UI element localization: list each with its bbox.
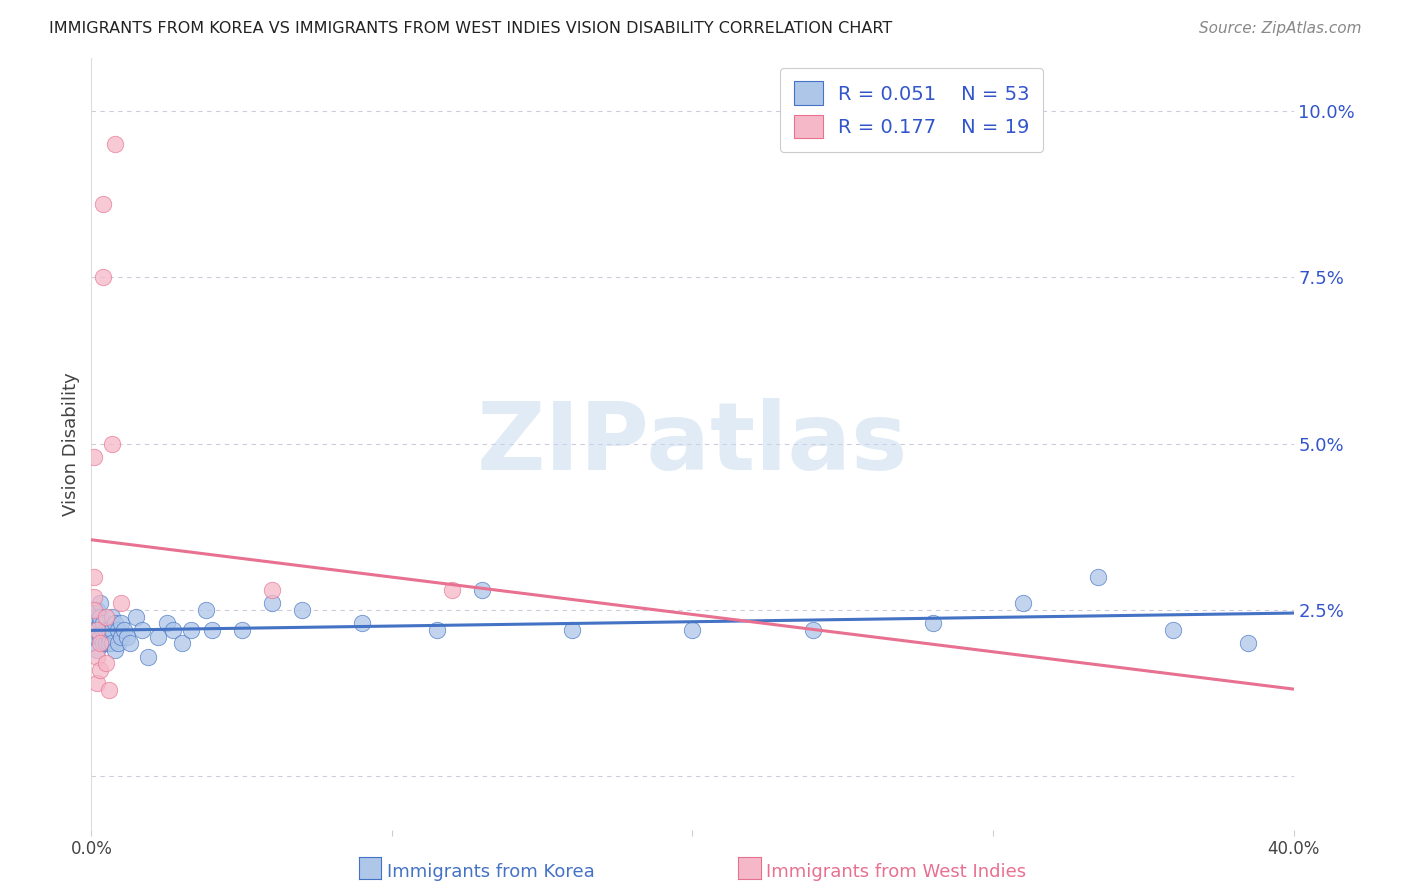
- Point: [89, 616, 111, 631]
- Point: [801, 623, 824, 637]
- Text: IMMIGRANTS FROM KOREA VS IMMIGRANTS FROM WEST INDIES VISION DISABILITY CORRELATI: IMMIGRANTS FROM KOREA VS IMMIGRANTS FROM…: [49, 21, 893, 36]
- Text: ZIPatlas: ZIPatlas: [477, 398, 908, 490]
- Point: [96, 636, 118, 650]
- Point: [86, 676, 108, 690]
- Legend: R = 0.051    N = 53, R = 0.177    N = 19: R = 0.051 N = 53, R = 0.177 N = 19: [780, 68, 1043, 153]
- Point: [89, 663, 111, 677]
- Point: [86, 623, 108, 637]
- Point: [89, 636, 111, 650]
- Point: [291, 603, 314, 617]
- Point: [101, 609, 124, 624]
- Point: [86, 649, 108, 664]
- Point: [201, 623, 224, 637]
- Point: [104, 616, 127, 631]
- Point: [98, 623, 121, 637]
- Point: [83, 623, 105, 637]
- Point: [83, 603, 105, 617]
- Point: [98, 682, 121, 697]
- Point: [170, 636, 193, 650]
- Point: [110, 630, 132, 644]
- Point: [96, 657, 118, 671]
- Point: [89, 609, 111, 624]
- Point: [162, 623, 184, 637]
- Point: [922, 616, 945, 631]
- Point: [83, 609, 105, 624]
- Point: [101, 636, 124, 650]
- Point: [138, 649, 160, 664]
- Point: [107, 623, 129, 637]
- Point: [426, 623, 449, 637]
- Point: [260, 596, 283, 610]
- Point: [83, 570, 105, 584]
- Point: [98, 630, 121, 644]
- Point: [350, 616, 373, 631]
- Point: [180, 623, 202, 637]
- Y-axis label: Vision Disability: Vision Disability: [62, 372, 80, 516]
- Point: [1161, 623, 1184, 637]
- Point: [101, 623, 124, 637]
- Point: [86, 643, 108, 657]
- Point: [120, 636, 142, 650]
- Point: [561, 623, 583, 637]
- Point: [83, 590, 105, 604]
- Point: [194, 603, 217, 617]
- Point: [110, 596, 132, 610]
- Point: [260, 583, 283, 598]
- Point: [98, 636, 121, 650]
- Point: [231, 623, 253, 637]
- Point: [681, 623, 703, 637]
- Point: [101, 436, 124, 450]
- Point: [89, 596, 111, 610]
- Point: [104, 643, 127, 657]
- Text: Immigrants from West Indies: Immigrants from West Indies: [766, 863, 1026, 881]
- Point: [1012, 596, 1035, 610]
- Point: [110, 616, 132, 631]
- Point: [155, 616, 177, 631]
- Point: [131, 623, 153, 637]
- Point: [1237, 636, 1260, 650]
- Text: Source: ZipAtlas.com: Source: ZipAtlas.com: [1198, 21, 1361, 36]
- Point: [114, 623, 136, 637]
- Point: [1087, 570, 1109, 584]
- Point: [146, 630, 169, 644]
- Point: [117, 630, 139, 644]
- Point: [89, 630, 111, 644]
- Point: [107, 636, 129, 650]
- Point: [93, 270, 115, 285]
- Point: [83, 450, 105, 464]
- Point: [93, 636, 115, 650]
- Point: [86, 630, 108, 644]
- Point: [104, 137, 127, 152]
- Point: [96, 623, 118, 637]
- Point: [93, 616, 115, 631]
- Point: [86, 603, 108, 617]
- Point: [125, 609, 148, 624]
- Point: [93, 197, 115, 211]
- Point: [93, 623, 115, 637]
- Point: [440, 583, 463, 598]
- Text: Immigrants from Korea: Immigrants from Korea: [387, 863, 595, 881]
- Point: [471, 583, 494, 598]
- Point: [96, 609, 118, 624]
